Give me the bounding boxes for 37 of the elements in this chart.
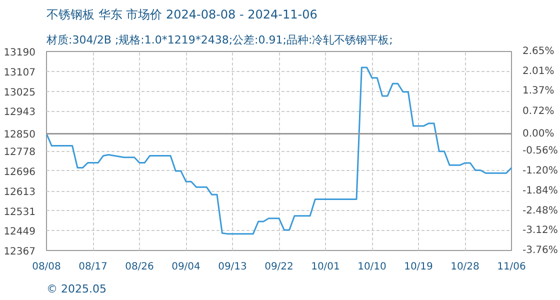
x-tick-label: 09/04 (172, 262, 200, 272)
x-tick-label: 10/10 (358, 262, 386, 272)
y-tick-label: 12531 (4, 206, 36, 218)
y2-tick-label: 2.01% (522, 66, 554, 77)
x-tick-label: 09/13 (218, 262, 247, 272)
y2-tick-label: -1.84% (522, 185, 558, 196)
x-tick-label: 10/28 (450, 262, 480, 272)
y2-tick-label: 2.65% (522, 46, 554, 57)
y2-tick-label: -2.48% (522, 205, 558, 216)
y2-tick-label: -1.20% (522, 166, 558, 177)
x-tick-label: 09/22 (264, 262, 294, 272)
x-tick-label: 08/08 (32, 262, 61, 272)
line-series (46, 66, 512, 235)
y-tick-label: 13190 (4, 48, 36, 58)
x-tick-label: 08/26 (125, 262, 154, 272)
y2-tick-label: -0.56% (522, 146, 558, 157)
y-tick-label: 13025 (4, 87, 36, 98)
y-tick-label: 12696 (4, 166, 36, 178)
y2-tick-label: -3.76% (522, 245, 558, 256)
y-tick-label: 12943 (4, 107, 36, 118)
y-tick-label: 12449 (4, 226, 36, 238)
y2-tick-label: -3.12% (522, 225, 558, 236)
y-tick-label: 12778 (4, 147, 36, 158)
chart-title: 不锈钢板 华东 市场价 2024-08-08 - 2024-11-06 (46, 8, 318, 22)
y-tick-label: 12367 (4, 246, 36, 258)
x-tick-label: 10/19 (404, 262, 433, 272)
y-tick-label: 13107 (4, 68, 36, 79)
text: © 2025.05 (46, 282, 106, 296)
y-tick-label: 12850 (4, 130, 36, 141)
chart-subtitle: 材质:304/2B ;规格:1.0*1219*2438;公差:0.91;品种:冷轧不锈钢平板; (46, 34, 393, 46)
y2-tick-label: 1.37% (522, 86, 554, 97)
x-tick-label: 10/01 (311, 262, 340, 272)
x-tick-label: 11/06 (497, 262, 526, 272)
y-tick-label: 12613 (4, 187, 36, 198)
y2-tick-label: 0.00% (522, 128, 554, 140)
y2-tick-label: 0.72% (522, 106, 554, 117)
x-tick-label: 08/17 (78, 262, 108, 272)
